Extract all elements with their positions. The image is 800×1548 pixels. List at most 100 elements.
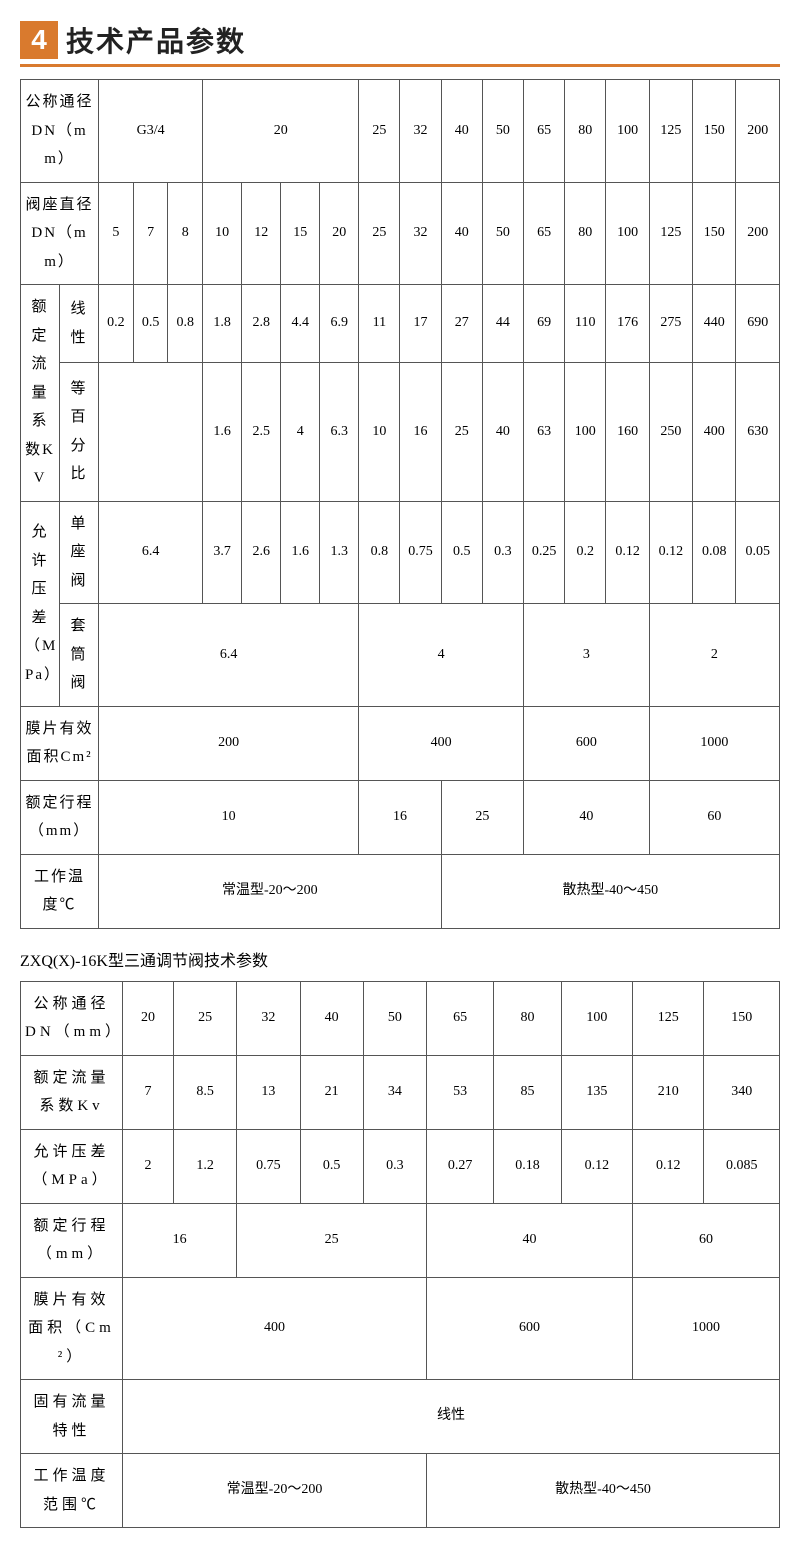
cell: 线性	[123, 1380, 780, 1454]
cell: 0.5	[300, 1129, 363, 1203]
cell: 110	[565, 285, 606, 363]
cell: 25	[359, 182, 400, 285]
cell: 8	[168, 182, 203, 285]
cell: 630	[736, 363, 780, 501]
cell: 25	[441, 363, 482, 501]
cell: 5	[99, 182, 134, 285]
cell: 25	[359, 80, 400, 183]
cell: 16	[400, 363, 441, 501]
cell: 40	[441, 80, 482, 183]
cell: 0.2	[565, 501, 606, 604]
cell: 80	[565, 80, 606, 183]
cell: 135	[561, 1055, 632, 1129]
row-label: 允许压差（MPa）	[21, 1129, 123, 1203]
cell: 0.27	[427, 1129, 494, 1203]
cell: 0.5	[441, 501, 482, 604]
cell: 600	[427, 1277, 633, 1380]
table-row: 公称通径 DN（mm） 20 25 32 40 50 65 80 100 125…	[21, 981, 780, 1055]
cell: 200	[99, 706, 359, 780]
cell: 1000	[649, 706, 779, 780]
cell: 20	[123, 981, 174, 1055]
cell: 40	[427, 1203, 633, 1277]
cell: 50	[482, 80, 523, 183]
cell: 69	[524, 285, 565, 363]
table-row: 套筒阀 6.4 4 3 2	[21, 604, 780, 707]
row-group-label: 额定流量系数KV	[21, 285, 60, 502]
cell: 100	[606, 182, 649, 285]
row-label: 额定流量系数Kv	[21, 1055, 123, 1129]
table-row: 工作温度范围℃ 常温型-20～200 散热型-40～450	[21, 1454, 780, 1528]
cell: 150	[693, 182, 736, 285]
spec-table-1: 公称通径 DN（mm） G3/4 20 25 32 40 50 65 80 10…	[20, 79, 780, 929]
cell: 常温型-20～200	[123, 1454, 427, 1528]
cell: 15	[281, 182, 320, 285]
cell: 63	[524, 363, 565, 501]
cell: 65	[524, 80, 565, 183]
cell: 4	[359, 604, 524, 707]
cell: 13	[237, 1055, 300, 1129]
table-row: 额定行程（mm） 10 16 25 40 60	[21, 780, 780, 854]
cell: 6.9	[320, 285, 359, 363]
cell: 53	[427, 1055, 494, 1129]
cell: 0.12	[649, 501, 692, 604]
cell: 44	[482, 285, 523, 363]
cell: 0.8	[168, 285, 203, 363]
cell: 32	[400, 80, 441, 183]
cell: 40	[482, 363, 523, 501]
cell: 7	[133, 182, 168, 285]
cell: 2.8	[242, 285, 281, 363]
cell: 21	[300, 1055, 363, 1129]
cell: 125	[633, 981, 704, 1055]
cell: 50	[482, 182, 523, 285]
cell: 125	[649, 80, 692, 183]
cell-empty	[99, 363, 203, 501]
table-row: 阀座直径 DN（mm） 5 7 8 10 12 15 20 25 32 40 5…	[21, 182, 780, 285]
cell: 50	[363, 981, 426, 1055]
row-label: 膜片有效面积Cm²	[21, 706, 99, 780]
cell: 200	[736, 182, 780, 285]
cell: 4	[281, 363, 320, 501]
row-label: 额定行程（mm）	[21, 1203, 123, 1277]
cell: 10	[99, 780, 359, 854]
cell: 2	[123, 1129, 174, 1203]
cell: 40	[441, 182, 482, 285]
row-label: 阀座直径 DN（mm）	[21, 182, 99, 285]
cell: 散热型-40～450	[441, 854, 779, 928]
cell: 0.75	[237, 1129, 300, 1203]
section-header: 4 技术产品参数	[20, 20, 780, 67]
cell: 400	[693, 363, 736, 501]
table-row: 膜片有效面积Cm² 200 400 600 1000	[21, 706, 780, 780]
cell: 0.18	[494, 1129, 561, 1203]
section-title: 技术产品参数	[66, 20, 246, 60]
table-row: 允许压差（MPa） 单座阀 6.4 3.7 2.6 1.6 1.3 0.8 0.…	[21, 501, 780, 604]
section-number-badge: 4	[20, 21, 58, 59]
row-group-label: 允许压差（MPa）	[21, 501, 60, 706]
cell: 0.12	[561, 1129, 632, 1203]
table-row: 等百分比 1.6 2.5 4 6.3 10 16 25 40 63 100 16…	[21, 363, 780, 501]
cell: 80	[494, 981, 561, 1055]
cell: 210	[633, 1055, 704, 1129]
cell: 20	[320, 182, 359, 285]
row-label: 公称通径 DN（mm）	[21, 80, 99, 183]
cell: 250	[649, 363, 692, 501]
cell: 150	[704, 981, 780, 1055]
cell: 1.8	[203, 285, 242, 363]
table-row: 额定行程（mm） 16 25 40 60	[21, 1203, 780, 1277]
cell: 17	[400, 285, 441, 363]
cell: 0.8	[359, 501, 400, 604]
cell: 0.12	[606, 501, 649, 604]
row-sublabel: 线性	[60, 285, 99, 363]
cell: 6.4	[99, 604, 359, 707]
table-row: 固有流量特性 线性	[21, 1380, 780, 1454]
table2-caption: ZXQ(X)-16K型三通调节阀技术参数	[20, 947, 780, 971]
cell: 0.12	[633, 1129, 704, 1203]
row-label: 工作温度范围℃	[21, 1454, 123, 1528]
cell: 40	[300, 981, 363, 1055]
cell: 0.08	[693, 501, 736, 604]
cell: 25	[174, 981, 237, 1055]
cell: 25	[441, 780, 523, 854]
cell: 散热型-40～450	[427, 1454, 780, 1528]
cell: 2.5	[242, 363, 281, 501]
cell: 125	[649, 182, 692, 285]
cell: 2.6	[242, 501, 281, 604]
